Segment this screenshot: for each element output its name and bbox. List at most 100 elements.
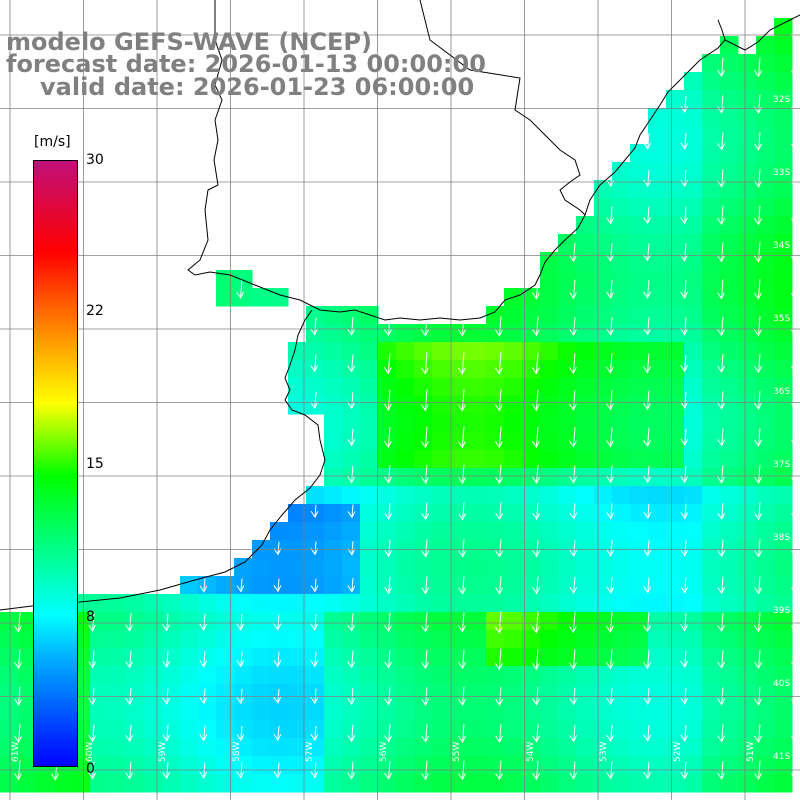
wind-speed-cell [702, 378, 721, 397]
wind-arrow [680, 725, 689, 742]
wind-speed-cell [720, 594, 739, 613]
wind-speed-cell [378, 630, 397, 649]
wind-speed-cell [396, 612, 415, 631]
wind-speed-cell [630, 450, 649, 469]
wind-arrow [494, 389, 503, 412]
wind-speed-cell [126, 774, 145, 793]
wind-speed-cell [198, 612, 217, 631]
wind-speed-cell [306, 630, 325, 649]
wind-speed-cell [756, 414, 775, 433]
wind-arrow [569, 724, 578, 743]
wind-arrow [457, 426, 466, 449]
wind-speed-cell [630, 378, 649, 397]
wind-speed-cell [414, 684, 433, 703]
wind-speed-cell [738, 738, 757, 757]
wind-arrow [717, 57, 726, 78]
wind-arrow [162, 688, 171, 705]
wind-speed-cell [648, 738, 667, 757]
wind-speed-cell [252, 666, 271, 685]
wind-speed-cell [324, 702, 343, 721]
wind-speed-cell [648, 144, 667, 163]
wind-arrow [754, 724, 763, 743]
wind-speed-cell [0, 648, 19, 667]
wind-speed-cell [702, 180, 721, 199]
wind-arrow [717, 650, 726, 669]
wind-speed-cell [684, 234, 703, 253]
wind-speed-cell [378, 594, 397, 613]
wind-speed-cell [126, 720, 145, 739]
wind-speed-cell [612, 774, 631, 793]
wind-arrow [643, 725, 652, 742]
wind-speed-cell [18, 630, 37, 649]
latitude-label: 40S [773, 679, 791, 689]
wind-speed-cell [540, 666, 559, 685]
wind-speed-cell [504, 378, 523, 397]
wind-speed-cell [468, 684, 487, 703]
wind-speed-cell [774, 504, 793, 523]
wind-speed-cell [432, 594, 451, 613]
wind-speed-cell [450, 342, 469, 361]
wind-speed-cell [738, 288, 757, 307]
wind-speed-cell [594, 198, 613, 217]
wind-speed-cell [414, 666, 433, 685]
wind-speed-cell [738, 666, 757, 685]
wind-speed-cell [684, 594, 703, 613]
wind-speed-cell [540, 450, 559, 469]
wind-speed-cell [504, 360, 523, 379]
wind-speed-cell [504, 558, 523, 577]
wind-speed-cell [738, 198, 757, 217]
wind-speed-cell [702, 414, 721, 433]
wind-speed-cell [594, 252, 613, 271]
wind-arrow [458, 612, 466, 633]
wind-speed-cell [360, 486, 379, 505]
wind-speed-cell [648, 774, 667, 793]
wind-speed-cell [738, 90, 757, 109]
wind-speed-cell [558, 378, 577, 397]
wind-speed-cell [486, 738, 505, 757]
wind-arrow [791, 427, 799, 448]
wind-arrow [384, 576, 393, 595]
wind-speed-cell [774, 72, 793, 91]
wind-speed-cell [594, 702, 613, 721]
wind-arrow [347, 354, 356, 373]
wind-speed-cell [252, 774, 271, 793]
wind-speed-cell [450, 630, 469, 649]
wind-arrow [384, 502, 393, 520]
wind-speed-cell [0, 774, 19, 793]
wind-speed-cell [432, 576, 451, 595]
wind-speed-cell [108, 684, 127, 703]
wind-speed-cell [720, 72, 739, 91]
wind-speed-cell [720, 144, 739, 163]
wind-arrow [606, 540, 615, 557]
wind-speed-cell [342, 684, 361, 703]
wind-arrow [680, 95, 689, 114]
wind-speed-cell [558, 684, 577, 703]
wind-arrow [383, 352, 392, 375]
wind-speed-cell [378, 576, 397, 595]
wind-speed-cell [306, 702, 325, 721]
wind-speed-cell [144, 612, 163, 631]
wind-arrow [791, 612, 799, 633]
wind-speed-cell [504, 414, 523, 433]
wind-arrow [495, 686, 504, 706]
wind-speed-cell [720, 486, 739, 505]
wind-speed-cell [234, 738, 253, 757]
latitude-label: 32S [773, 95, 791, 105]
wind-speed-cell [432, 630, 451, 649]
wind-speed-cell [162, 666, 181, 685]
wind-speed-cell [774, 108, 793, 127]
wind-speed-cell [504, 738, 523, 757]
wind-speed-cell [684, 360, 703, 379]
wind-speed-cell [720, 306, 739, 325]
wind-speed-cell [198, 648, 217, 667]
wind-speed-cell [720, 252, 739, 271]
wind-arrow [606, 317, 615, 336]
wind-speed-cell [180, 594, 199, 613]
wind-speed-cell [684, 396, 703, 415]
wind-arrow [606, 427, 614, 448]
wind-speed-cell [252, 612, 271, 631]
wind-arrow [754, 132, 763, 151]
wind-arrow [88, 724, 97, 743]
wind-arrow [568, 352, 577, 375]
longitude-label: 56W [378, 741, 389, 762]
